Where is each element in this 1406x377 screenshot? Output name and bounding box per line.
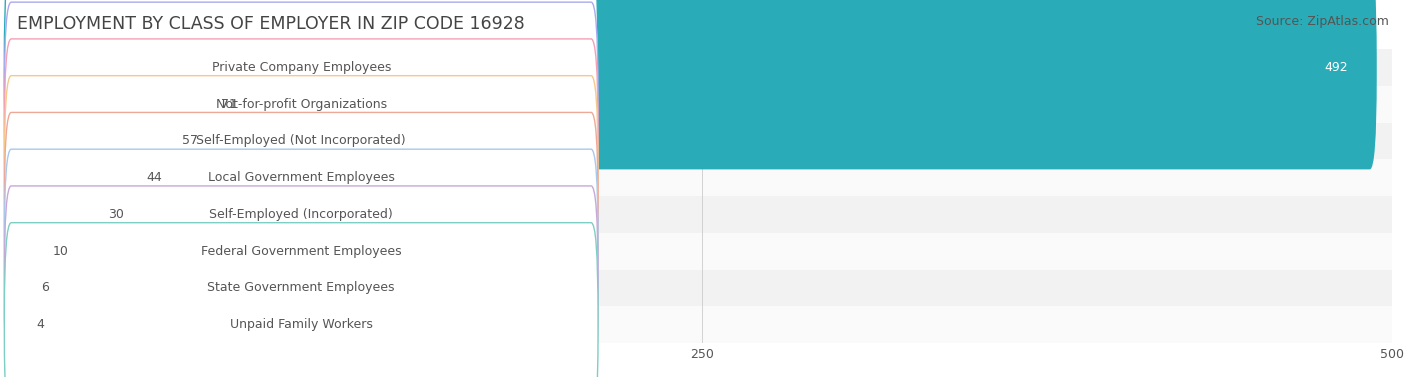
Bar: [11, 86, 1392, 123]
FancyBboxPatch shape: [4, 39, 598, 243]
Text: EMPLOYMENT BY CLASS OF EMPLOYER IN ZIP CODE 16928: EMPLOYMENT BY CLASS OF EMPLOYER IN ZIP C…: [17, 15, 524, 33]
Text: Not-for-profit Organizations: Not-for-profit Organizations: [215, 98, 387, 110]
Text: Unpaid Family Workers: Unpaid Family Workers: [229, 318, 373, 331]
FancyBboxPatch shape: [4, 2, 598, 206]
Bar: [11, 159, 1392, 196]
Text: 57: 57: [183, 135, 198, 147]
Text: Source: ZipAtlas.com: Source: ZipAtlas.com: [1256, 15, 1389, 28]
Text: 30: 30: [108, 208, 124, 221]
FancyBboxPatch shape: [4, 112, 598, 316]
Bar: [11, 123, 1392, 159]
FancyBboxPatch shape: [4, 76, 598, 280]
FancyBboxPatch shape: [4, 39, 176, 243]
Bar: [11, 233, 1392, 270]
FancyBboxPatch shape: [4, 0, 598, 169]
Bar: [11, 49, 1392, 86]
Text: Self-Employed (Incorporated): Self-Employed (Incorporated): [209, 208, 394, 221]
Text: 71: 71: [221, 98, 238, 110]
FancyBboxPatch shape: [4, 76, 139, 280]
FancyBboxPatch shape: [4, 2, 214, 206]
Text: Local Government Employees: Local Government Employees: [208, 171, 395, 184]
Text: 6: 6: [42, 282, 49, 294]
Text: Federal Government Employees: Federal Government Employees: [201, 245, 402, 257]
FancyBboxPatch shape: [4, 186, 35, 377]
Text: 4: 4: [37, 318, 44, 331]
FancyBboxPatch shape: [4, 186, 598, 377]
Text: 492: 492: [1324, 61, 1348, 74]
Text: 10: 10: [52, 245, 69, 257]
Text: 44: 44: [146, 171, 162, 184]
Bar: [11, 270, 1392, 306]
FancyBboxPatch shape: [4, 112, 101, 316]
FancyBboxPatch shape: [4, 0, 1376, 169]
FancyBboxPatch shape: [4, 149, 598, 353]
Bar: [11, 196, 1392, 233]
FancyBboxPatch shape: [4, 223, 598, 377]
Text: Private Company Employees: Private Company Employees: [211, 61, 391, 74]
FancyBboxPatch shape: [4, 149, 46, 353]
Bar: [11, 307, 1392, 343]
Text: State Government Employees: State Government Employees: [208, 282, 395, 294]
Text: Self-Employed (Not Incorporated): Self-Employed (Not Incorporated): [197, 135, 406, 147]
FancyBboxPatch shape: [4, 223, 30, 377]
